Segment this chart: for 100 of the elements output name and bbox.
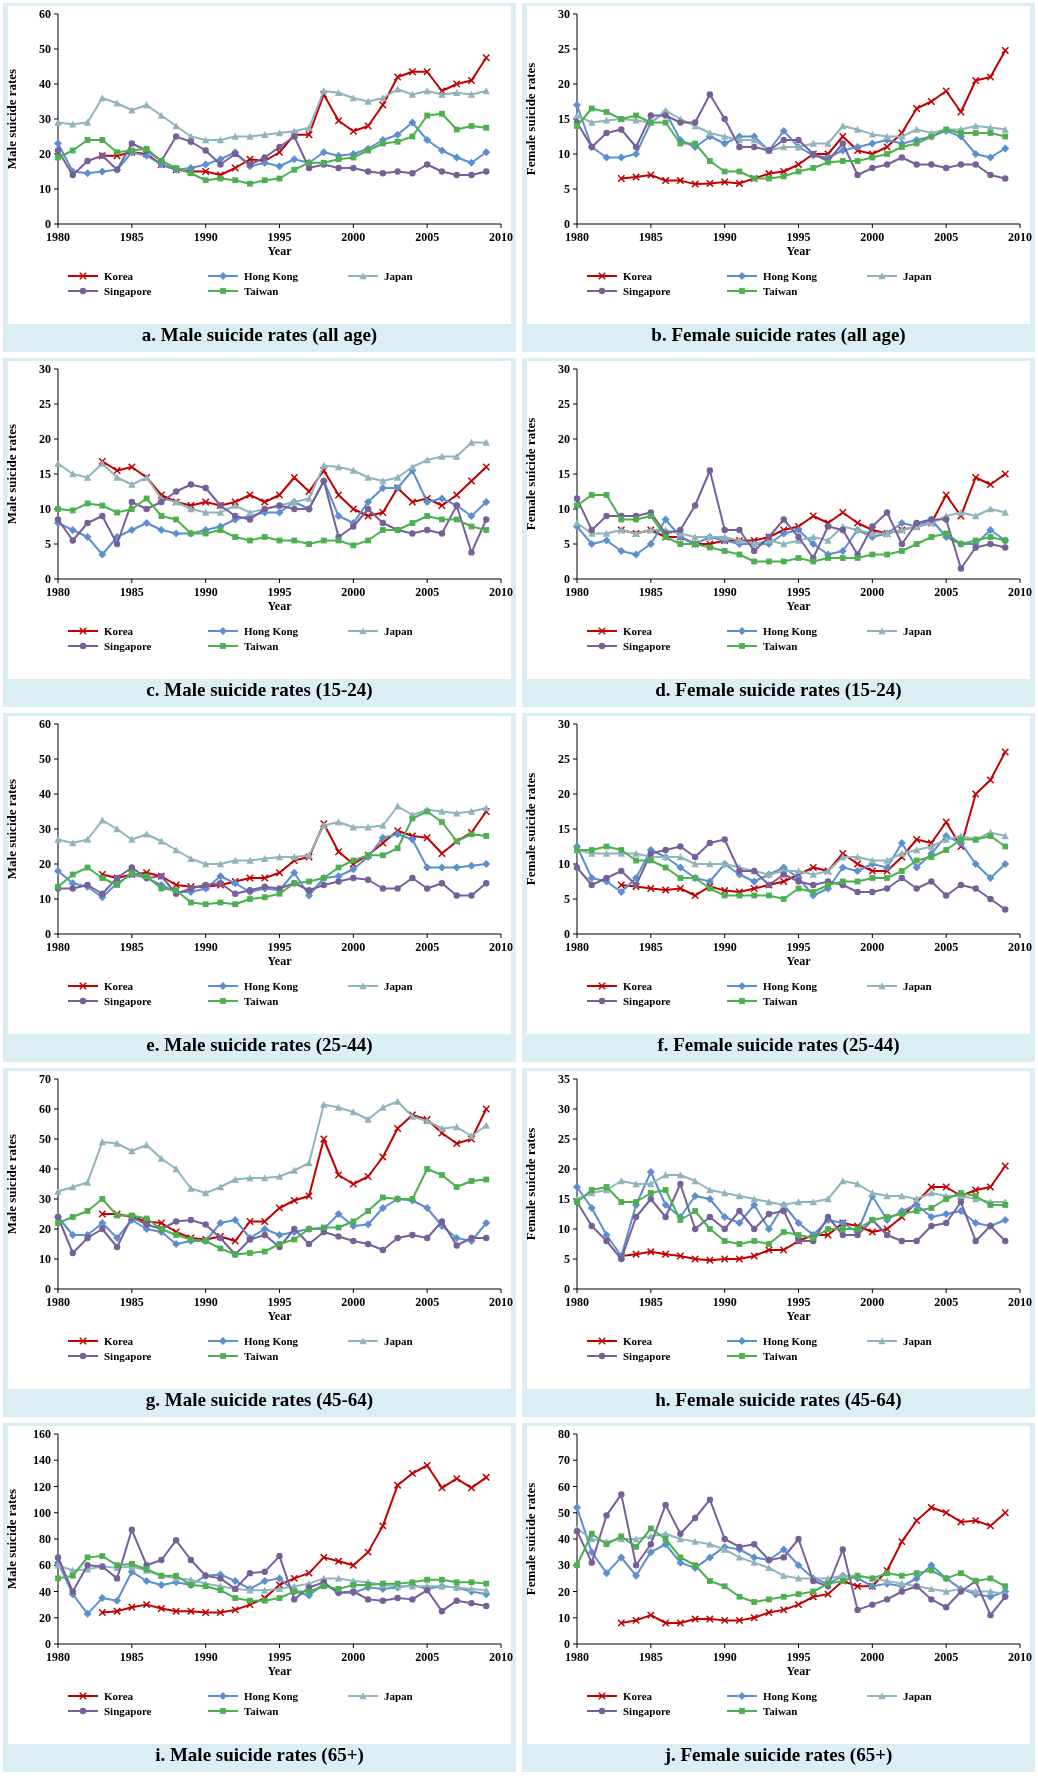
x-axis-title: Year: [267, 954, 293, 968]
y-axis-title: Female suicide rates: [523, 417, 538, 531]
legend-label: Singapore: [623, 1349, 671, 1362]
x-axis-title: Year: [786, 1664, 812, 1678]
x-tick-label: 1990: [193, 1295, 218, 1309]
y-tick-label: 30: [39, 822, 51, 837]
y-tick-label: 0: [45, 1282, 51, 1297]
x-tick-label: 1980: [565, 230, 589, 244]
x-axis-title: Year: [267, 1664, 293, 1678]
x-tick-label: 1995: [267, 1650, 292, 1664]
x-tick-label: 1990: [712, 1295, 737, 1309]
text: i. Male suicide rates (65+): [155, 1744, 364, 1766]
y-tick-label: 5: [564, 892, 570, 907]
legend-label: Hong Kong: [763, 269, 818, 282]
x-tick-label: 2010: [489, 585, 513, 599]
x-tick-label: 2010: [489, 1295, 513, 1309]
y-tick-label: 0: [45, 572, 51, 587]
x-tick-label: 2000: [341, 1295, 366, 1309]
legend-label: Singapore: [623, 1704, 671, 1717]
y-tick-label: 0: [45, 217, 51, 232]
legend-label: Taiwan: [763, 284, 798, 297]
legend-label: Taiwan: [244, 1349, 279, 1362]
y-tick-label: 20: [39, 1610, 51, 1625]
legend-label: Japan: [903, 269, 932, 282]
y-tick-label: 10: [558, 147, 570, 162]
y-tick-label: 30: [39, 362, 51, 377]
x-tick-label: 1990: [712, 230, 737, 244]
x-tick-label: 2010: [489, 230, 513, 244]
legend-label: Taiwan: [763, 1704, 798, 1717]
y-axis-title: Female suicide rates: [523, 62, 538, 176]
y-tick-label: 30: [39, 1192, 51, 1207]
x-tick-label: 1995: [786, 230, 811, 244]
legend-label: Taiwan: [244, 284, 279, 297]
x-tick-label: 1990: [712, 940, 737, 954]
text: d. Female suicide rates (15-24): [655, 679, 902, 701]
legend-label: Taiwan: [244, 994, 279, 1007]
y-tick-label: 0: [564, 927, 570, 942]
x-tick-label: 2000: [860, 585, 885, 599]
x-axis-title: Year: [267, 244, 293, 258]
legend-label: Singapore: [104, 1349, 152, 1362]
y-tick-label: 25: [39, 397, 51, 412]
legend-label: Taiwan: [763, 1349, 798, 1362]
legend-label: Singapore: [104, 639, 152, 652]
x-tick-label: 1990: [193, 940, 218, 954]
y-tick-label: 10: [39, 892, 51, 907]
x-tick-label: 1980: [46, 940, 70, 954]
legend-label: Japan: [903, 1689, 932, 1702]
legend-label: Taiwan: [763, 994, 798, 1007]
x-tick-label: 2000: [860, 940, 885, 954]
x-tick-label: 1990: [193, 585, 218, 599]
legend-label: Japan: [384, 1689, 413, 1702]
x-tick-label: 2010: [1008, 940, 1032, 954]
x-tick-label: 2005: [415, 1650, 440, 1664]
y-tick-label: 15: [558, 822, 570, 837]
x-tick-label: 2005: [934, 1650, 959, 1664]
x-tick-label: 2010: [1008, 1650, 1032, 1664]
y-tick-label: 40: [39, 787, 51, 802]
y-tick-label: 50: [39, 752, 51, 767]
text: c. Male suicide rates (15-24): [146, 679, 373, 701]
x-tick-label: 2005: [415, 230, 440, 244]
x-tick-label: 1985: [119, 230, 144, 244]
y-tick-label: 15: [558, 467, 570, 482]
x-tick-label: 1980: [46, 230, 70, 244]
legend-label: Hong Kong: [244, 1334, 299, 1347]
y-tick-label: 10: [558, 857, 570, 872]
legend-label: Korea: [623, 1689, 653, 1702]
x-tick-label: 1990: [193, 230, 218, 244]
y-tick-label: 0: [45, 1637, 51, 1652]
y-tick-label: 5: [564, 182, 570, 197]
y-tick-label: 30: [558, 717, 570, 732]
y-tick-label: 0: [564, 1282, 570, 1297]
y-tick-label: 30: [558, 1558, 570, 1573]
y-tick-label: 40: [39, 77, 51, 92]
x-tick-label: 1985: [638, 585, 663, 599]
y-tick-label: 160: [33, 1427, 51, 1442]
x-axis-title: Year: [267, 599, 293, 613]
legend-label: Hong Kong: [763, 979, 818, 992]
legend-label: Hong Kong: [244, 624, 299, 637]
x-tick-label: 1980: [565, 1650, 589, 1664]
y-tick-label: 40: [39, 1162, 51, 1177]
x-tick-label: 1985: [638, 1650, 663, 1664]
y-tick-label: 20: [558, 432, 570, 447]
x-tick-label: 1980: [565, 1295, 589, 1309]
x-tick-label: 2010: [1008, 230, 1032, 244]
text: h. Female suicide rates (45-64): [655, 1389, 902, 1411]
legend-label: Singapore: [623, 284, 671, 297]
y-tick-label: 80: [558, 1427, 570, 1442]
y-tick-label: 60: [39, 1558, 51, 1573]
legend-label: Japan: [903, 979, 932, 992]
x-tick-label: 1995: [786, 940, 811, 954]
x-tick-label: 2005: [934, 585, 959, 599]
legend-label: Hong Kong: [763, 624, 818, 637]
x-tick-label: 2005: [934, 230, 959, 244]
y-tick-label: 30: [39, 112, 51, 127]
x-tick-label: 1995: [267, 940, 292, 954]
x-tick-label: 2005: [415, 585, 440, 599]
x-tick-label: 1980: [46, 1650, 70, 1664]
y-tick-label: 40: [39, 1584, 51, 1599]
y-tick-label: 20: [39, 432, 51, 447]
legend-label: Japan: [384, 624, 413, 637]
